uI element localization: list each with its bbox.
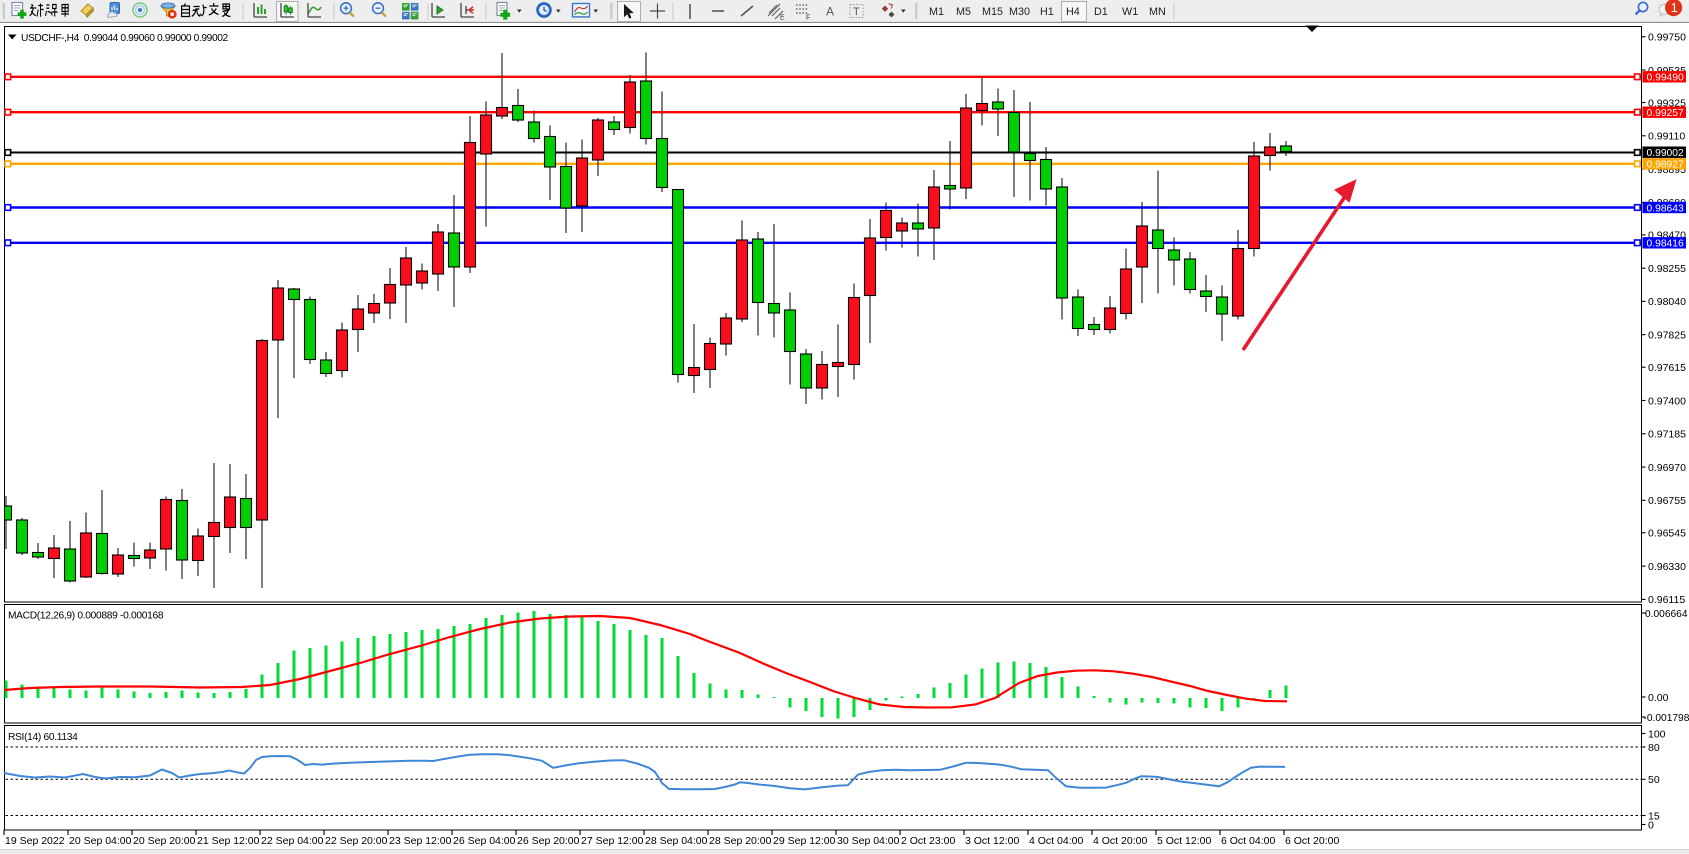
svg-text:27 Sep 12:00: 27 Sep 12:00 xyxy=(581,835,644,847)
svg-text:0.96970: 0.96970 xyxy=(1648,462,1686,474)
svg-text:0.97185: 0.97185 xyxy=(1648,429,1686,441)
svg-text:0.97615: 0.97615 xyxy=(1648,362,1686,374)
svg-text:29 Sep 12:00: 29 Sep 12:00 xyxy=(773,835,836,847)
svg-text:0.99257: 0.99257 xyxy=(1647,108,1684,119)
svg-text:T: T xyxy=(853,6,860,18)
svg-text:M15: M15 xyxy=(982,6,1003,18)
svg-text:F: F xyxy=(806,15,810,22)
svg-text:15: 15 xyxy=(1648,810,1660,822)
svg-text:0.99325: 0.99325 xyxy=(1648,97,1686,109)
svg-text:0.00: 0.00 xyxy=(1648,692,1669,704)
svg-text:50: 50 xyxy=(1648,774,1660,786)
svg-text:0.96545: 0.96545 xyxy=(1648,528,1686,540)
svg-text:100: 100 xyxy=(1648,728,1666,740)
svg-text:0.99750: 0.99750 xyxy=(1648,32,1686,44)
svg-text:0.98255: 0.98255 xyxy=(1648,263,1686,275)
svg-text:2 Oct 23:00: 2 Oct 23:00 xyxy=(901,835,955,847)
svg-text:0.98927: 0.98927 xyxy=(1647,160,1684,171)
svg-text:M5: M5 xyxy=(956,6,971,18)
svg-text:0.96755: 0.96755 xyxy=(1648,495,1686,507)
svg-text:80: 80 xyxy=(1648,742,1660,754)
svg-text:4 Oct 04:00: 4 Oct 04:00 xyxy=(1029,835,1083,847)
svg-text:0.99110: 0.99110 xyxy=(1648,131,1685,143)
svg-text:0.97400: 0.97400 xyxy=(1648,395,1686,407)
svg-text:3 Oct 12:00: 3 Oct 12:00 xyxy=(965,835,1019,847)
svg-text:20 Sep 04:00: 20 Sep 04:00 xyxy=(69,835,132,847)
svg-text:0.98643: 0.98643 xyxy=(1647,203,1684,214)
svg-text:4 Oct 20:00: 4 Oct 20:00 xyxy=(1093,835,1147,847)
svg-text:1: 1 xyxy=(1671,0,1678,15)
svg-text:0.98040: 0.98040 xyxy=(1648,296,1686,308)
svg-text:M30: M30 xyxy=(1009,6,1030,18)
svg-text:28 Sep 04:00: 28 Sep 04:00 xyxy=(645,835,708,847)
svg-text:28 Sep 20:00: 28 Sep 20:00 xyxy=(709,835,772,847)
svg-text:6 Oct 04:00: 6 Oct 04:00 xyxy=(1221,835,1275,847)
svg-text:W1: W1 xyxy=(1122,6,1138,18)
svg-text:30 Sep 04:00: 30 Sep 04:00 xyxy=(837,835,900,847)
svg-text:MN: MN xyxy=(1149,6,1166,18)
svg-text:0.96115: 0.96115 xyxy=(1648,594,1685,606)
svg-text:0.98416: 0.98416 xyxy=(1647,239,1684,250)
svg-text:21 Sep 12:00: 21 Sep 12:00 xyxy=(197,835,260,847)
svg-text:20 Sep 20:00: 20 Sep 20:00 xyxy=(133,835,196,847)
svg-text:19 Sep 2022: 19 Sep 2022 xyxy=(5,835,65,847)
svg-text:RSI(14) 60.1134: RSI(14) 60.1134 xyxy=(8,732,78,743)
svg-text:0.006664: 0.006664 xyxy=(1645,609,1688,620)
svg-text:E: E xyxy=(780,15,785,22)
svg-text:USDCHF-,H4 0.99044 0.99060 0.: USDCHF-,H4 0.99044 0.99060 0.99000 0.990… xyxy=(21,33,229,44)
svg-text:26 Sep 04:00: 26 Sep 04:00 xyxy=(453,835,516,847)
svg-text:22 Sep 20:00: 22 Sep 20:00 xyxy=(325,835,388,847)
svg-text:23 Sep 12:00: 23 Sep 12:00 xyxy=(389,835,452,847)
svg-text:26 Sep 20:00: 26 Sep 20:00 xyxy=(517,835,580,847)
svg-text:22 Sep 04:00: 22 Sep 04:00 xyxy=(261,835,324,847)
svg-text:A: A xyxy=(826,5,834,19)
svg-text:H1: H1 xyxy=(1040,6,1054,18)
svg-text:0: 0 xyxy=(1648,819,1654,831)
svg-text:0.96330: 0.96330 xyxy=(1648,561,1686,573)
svg-text:MACD(12,26,9) 0.000889 -0.0001: MACD(12,26,9) 0.000889 -0.000168 xyxy=(8,611,164,622)
svg-text:0.99490: 0.99490 xyxy=(1647,73,1684,84)
svg-text:6 Oct 20:00: 6 Oct 20:00 xyxy=(1285,835,1339,847)
svg-text:D1: D1 xyxy=(1094,6,1108,18)
svg-text:0.97825: 0.97825 xyxy=(1648,330,1686,342)
svg-text:5 Oct 12:00: 5 Oct 12:00 xyxy=(1157,835,1211,847)
svg-text:M1: M1 xyxy=(929,6,944,18)
svg-text:0.99002: 0.99002 xyxy=(1647,148,1684,159)
svg-text:-0.001798: -0.001798 xyxy=(1644,713,1689,724)
svg-text:H4: H4 xyxy=(1066,6,1080,18)
